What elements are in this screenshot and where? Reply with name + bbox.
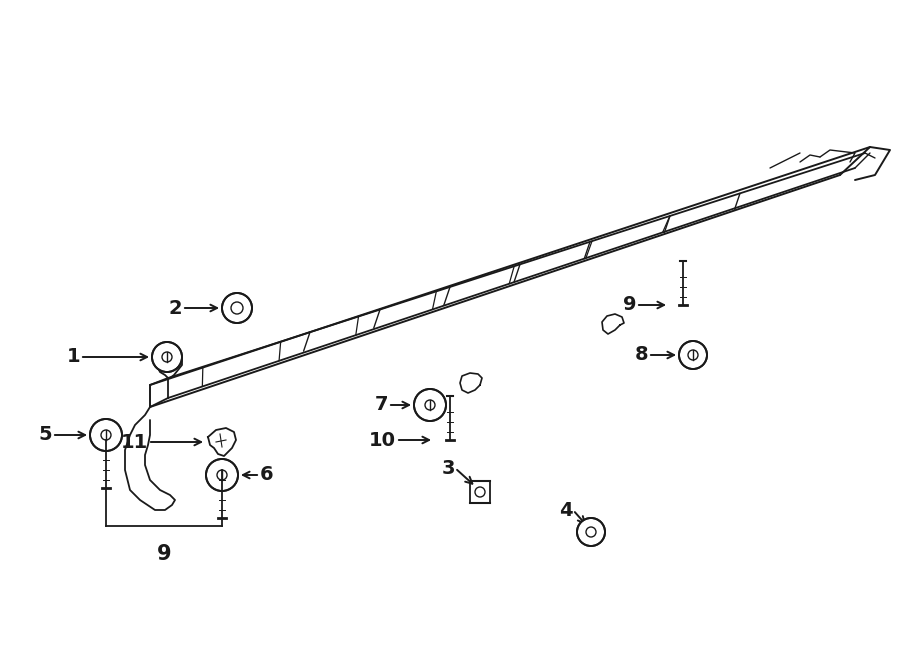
- Text: 11: 11: [121, 432, 148, 451]
- Text: 8: 8: [634, 346, 648, 364]
- Text: 7: 7: [374, 395, 388, 414]
- Circle shape: [222, 293, 252, 323]
- Text: 10: 10: [369, 430, 396, 449]
- Text: 6: 6: [260, 465, 274, 485]
- Text: 2: 2: [168, 299, 182, 317]
- Text: 3: 3: [442, 459, 455, 477]
- Text: 5: 5: [39, 426, 52, 444]
- Circle shape: [206, 459, 238, 491]
- Circle shape: [679, 341, 707, 369]
- Text: 9: 9: [157, 544, 171, 564]
- Text: 4: 4: [560, 500, 573, 520]
- Circle shape: [414, 389, 446, 421]
- Circle shape: [577, 518, 605, 546]
- Text: 1: 1: [67, 348, 80, 366]
- Circle shape: [90, 419, 122, 451]
- Circle shape: [152, 342, 182, 372]
- Text: 9: 9: [623, 295, 636, 315]
